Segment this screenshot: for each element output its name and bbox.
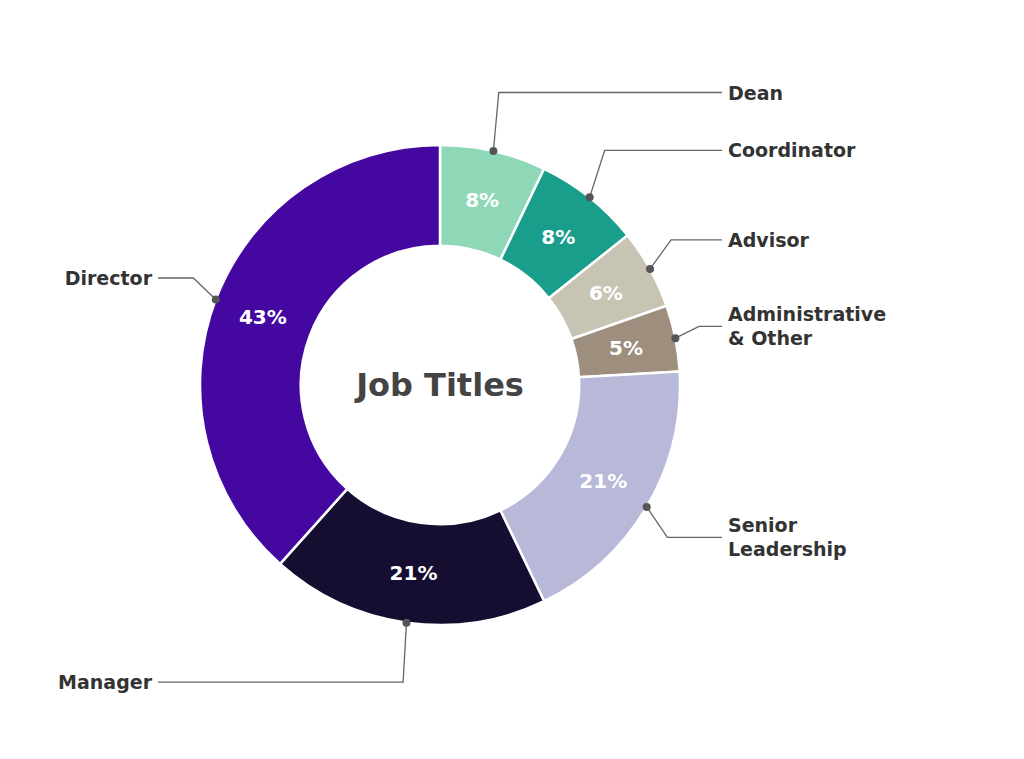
leader-line xyxy=(158,623,406,682)
data-label: 5% xyxy=(609,336,643,360)
data-label: 6% xyxy=(589,281,623,305)
title: Job Titles xyxy=(354,366,524,404)
category-label-line: Coordinator xyxy=(728,139,856,161)
category-label: Coordinator xyxy=(728,139,856,161)
leader-line xyxy=(493,93,722,151)
leader-line xyxy=(590,150,722,197)
category-label: Director xyxy=(65,267,153,289)
category-label-line: Senior xyxy=(728,514,798,536)
category-label-line: Manager xyxy=(58,671,153,693)
leader-dot xyxy=(646,265,654,273)
background xyxy=(0,0,1024,759)
category-label-line: Dean xyxy=(728,82,783,104)
category-label: Advisor xyxy=(728,229,810,251)
data-label: 21% xyxy=(579,469,627,493)
leaders xyxy=(158,93,722,683)
category-label-line: Leadership xyxy=(728,538,847,560)
data-label: 8% xyxy=(465,188,499,212)
chart-container: 8% 8% 6% 5% 21% 21% 43% Job Titles Dean Coordinat… xyxy=(0,0,1024,759)
category-label-line: Administrative xyxy=(728,303,886,325)
leader-dot xyxy=(586,193,594,201)
category-label: Administrative& Other xyxy=(728,303,886,349)
category-label-line: Advisor xyxy=(728,229,810,251)
data-label: 43% xyxy=(239,305,287,329)
leader-dot xyxy=(489,147,497,155)
leader-dot xyxy=(643,503,651,511)
leader-line xyxy=(650,240,722,269)
data-label: 8% xyxy=(541,225,575,249)
category-label: Dean xyxy=(728,82,783,104)
category-label-line: & Other xyxy=(728,327,813,349)
texts: 8% 8% 6% 5% 21% 21% 43% Job Titles Dean Coordinat… xyxy=(58,82,886,694)
leader-line xyxy=(675,326,722,338)
leader-dot xyxy=(402,619,410,627)
data-label: 21% xyxy=(390,561,438,585)
category-label-line: Director xyxy=(65,267,153,289)
chart-svg: 8% 8% 6% 5% 21% 21% 43% Job Titles Dean Coordinat… xyxy=(0,0,1024,759)
donut-slice xyxy=(571,306,679,377)
wedges xyxy=(200,145,680,625)
category-label: Manager xyxy=(58,671,153,693)
leader-dot xyxy=(212,295,220,303)
category-label: SeniorLeadership xyxy=(728,514,847,560)
donut-slice xyxy=(200,145,440,564)
leader-dot xyxy=(671,334,679,342)
leader-line xyxy=(647,507,722,537)
leader-line xyxy=(158,278,216,299)
